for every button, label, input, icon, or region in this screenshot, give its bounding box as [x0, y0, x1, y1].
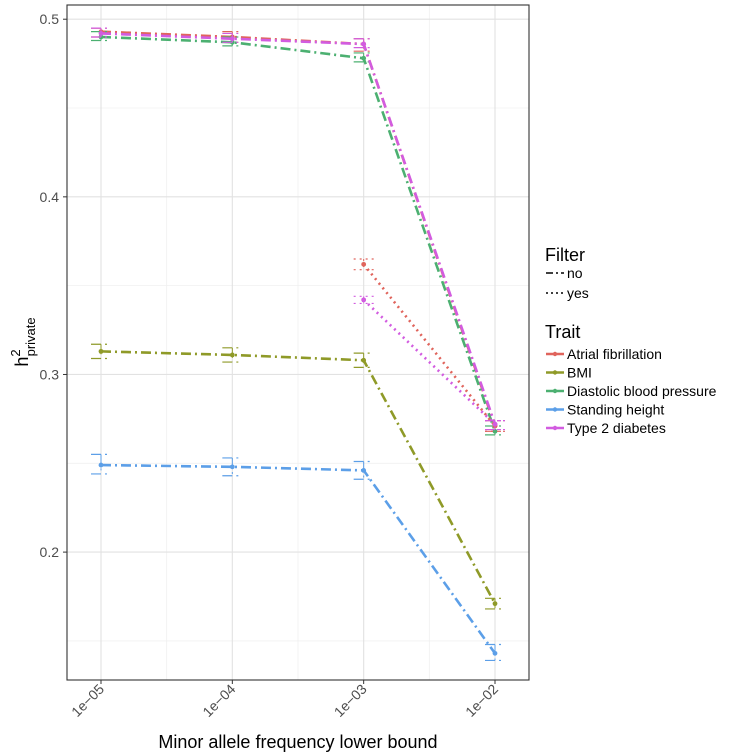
- y-tick-label: 0.4: [40, 189, 60, 205]
- legend-filter-title: Filter: [545, 245, 585, 265]
- legend-trait-point: [552, 388, 558, 394]
- legend-trait: Trait Atrial fibrillation BMI Diastolic bl…: [545, 322, 717, 436]
- data-point: [98, 348, 104, 354]
- y-axis: 0.2 0.3 0.4 0.5: [40, 11, 67, 560]
- y-axis-title-main: h: [12, 357, 32, 367]
- legend-trait-point: [552, 370, 558, 375]
- series-line: [362, 298, 496, 426]
- data-point: [361, 55, 367, 61]
- y-tick-label: 0.3: [40, 366, 60, 382]
- series-type-2-diabetes-yes: [353, 295, 505, 431]
- plot-border: [66, 4, 530, 681]
- data-point: [361, 261, 367, 267]
- legend-filter-label: yes: [567, 285, 589, 301]
- data-point: [229, 464, 235, 470]
- svg-text:h2private: h2private: [8, 317, 38, 366]
- major-gridlines: [67, 5, 529, 680]
- y-tick-label: 0.2: [40, 544, 60, 560]
- legend-trait-point: [552, 407, 558, 412]
- series-line: [100, 35, 497, 432]
- plot-area: [66, 4, 530, 681]
- series-layer: [91, 27, 505, 662]
- legend-trait-label: Type 2 diabetes: [567, 420, 666, 436]
- data-point: [361, 41, 367, 47]
- legend-filter: Filter no yes: [545, 245, 589, 301]
- legend-trait-title: Trait: [545, 322, 580, 342]
- series-standing-height-no: [91, 453, 505, 662]
- y-tick-label: 0.5: [40, 11, 60, 27]
- series-line: [100, 350, 497, 605]
- data-point: [98, 462, 104, 468]
- y-axis-title-sup: 2: [8, 349, 23, 356]
- legend-trait-label: Standing height: [567, 402, 664, 418]
- series-type-2-diabetes-no: [91, 27, 505, 431]
- legend-trait-point: [552, 351, 558, 357]
- data-point: [229, 36, 235, 42]
- series-bmi-no: [91, 343, 505, 610]
- x-axis-title: Minor allele frequency lower bound: [158, 732, 437, 752]
- series-line: [100, 463, 497, 655]
- data-point: [492, 421, 498, 427]
- y-axis-title: h2private: [8, 317, 38, 366]
- data-point: [492, 650, 498, 656]
- legend-filter-label: no: [567, 265, 583, 281]
- series-line: [100, 32, 497, 425]
- legend-trait-point: [552, 425, 558, 431]
- y-axis-title-sub: private: [23, 317, 38, 356]
- legend-trait-label: Atrial fibrillation: [567, 346, 662, 362]
- data-point: [98, 31, 104, 36]
- minor-gridlines: [67, 5, 529, 680]
- data-point: [361, 467, 367, 473]
- data-point: [229, 352, 235, 358]
- legend-trait-label: BMI: [567, 365, 592, 381]
- data-point: [492, 601, 498, 607]
- data-point: [361, 297, 367, 303]
- legend-trait-label: Diastolic blood pressure: [567, 383, 717, 399]
- data-point: [361, 357, 367, 363]
